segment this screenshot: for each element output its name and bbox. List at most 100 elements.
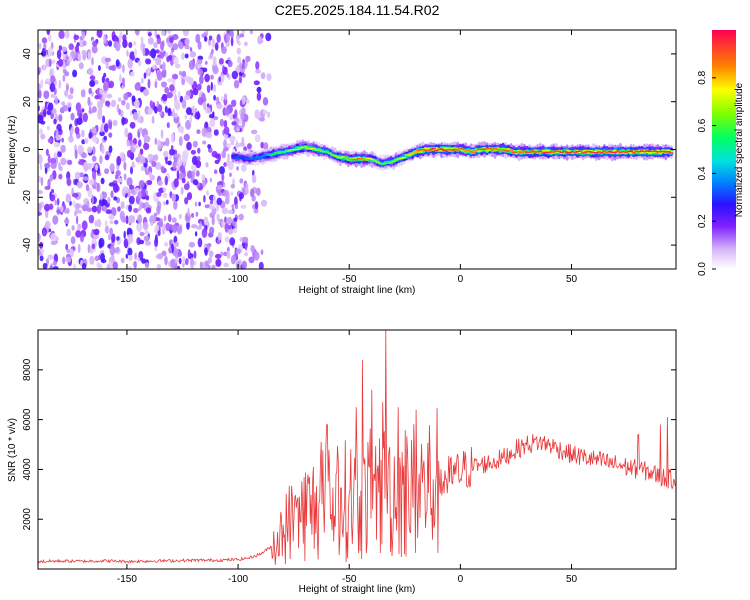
noise-speckle xyxy=(226,72,229,78)
ridge-cell xyxy=(287,150,292,152)
noise-speckle xyxy=(226,157,230,168)
noise-speckle xyxy=(254,109,260,119)
noise-speckle xyxy=(171,47,175,53)
noise-speckle xyxy=(105,209,112,215)
noise-speckle xyxy=(165,199,169,205)
noise-speckle xyxy=(139,231,145,237)
noise-speckle xyxy=(125,253,128,259)
noise-speckle xyxy=(50,189,55,194)
noise-speckle xyxy=(190,149,196,155)
ridge-cell xyxy=(316,149,322,151)
ridge-cell xyxy=(599,152,605,154)
noise-speckle xyxy=(224,236,230,243)
noise-speckle xyxy=(46,109,52,116)
noise-speckle xyxy=(75,102,82,113)
noise-speckle xyxy=(227,209,234,215)
noise-speckle xyxy=(142,47,146,57)
noise-speckle xyxy=(89,179,95,186)
colorbar-tick-label: 0.0 xyxy=(697,262,708,276)
noise-speckle xyxy=(49,174,54,182)
noise-speckle xyxy=(211,264,216,269)
snr-x-label: Height of straight line (km) xyxy=(299,584,416,595)
noise-speckle xyxy=(181,177,186,184)
noise-speckle xyxy=(173,56,179,65)
noise-speckle xyxy=(85,184,90,192)
noise-speckle xyxy=(255,61,260,70)
noise-speckle xyxy=(238,192,244,200)
noise-speckle xyxy=(177,250,183,257)
noise-speckle xyxy=(226,216,233,225)
noise-speckle xyxy=(160,41,164,51)
x-tick-label: 0 xyxy=(458,574,464,585)
noise-speckle xyxy=(39,255,44,262)
ridge-cell xyxy=(337,157,343,159)
noise-speckle xyxy=(171,193,177,202)
noise-speckle xyxy=(106,93,113,99)
noise-speckle xyxy=(242,236,249,244)
noise-speckle xyxy=(243,187,249,195)
noise-speckle xyxy=(145,195,150,201)
noise-speckle xyxy=(250,245,255,253)
noise-speckle xyxy=(203,101,207,111)
noise-speckle xyxy=(234,196,238,207)
noise-speckle xyxy=(80,89,86,98)
noise-speckle xyxy=(67,159,73,166)
noise-speckle xyxy=(38,89,42,99)
noise-speckle xyxy=(255,69,261,74)
noise-speckle xyxy=(161,81,167,88)
colorbar-tick-label: 0.6 xyxy=(697,118,708,132)
noise-speckle xyxy=(195,33,201,44)
ridge-cell xyxy=(434,149,439,152)
noise-speckle xyxy=(72,200,76,208)
noise-speckle xyxy=(84,138,89,144)
noise-speckle xyxy=(77,243,81,254)
noise-speckle xyxy=(154,30,157,38)
noise-speckle xyxy=(116,177,123,183)
noise-speckle xyxy=(133,112,139,121)
ridge-cell xyxy=(297,147,303,149)
noise-speckle xyxy=(147,78,151,89)
noise-speckle xyxy=(128,215,131,224)
noise-speckle xyxy=(60,144,66,153)
noise-speckle xyxy=(201,228,208,238)
noise-speckle xyxy=(87,51,92,58)
x-tick-label: -150 xyxy=(117,274,137,285)
noise-speckle xyxy=(62,256,66,265)
noise-speckle xyxy=(151,160,157,168)
noise-speckle xyxy=(104,220,108,227)
ridge-cell xyxy=(602,150,607,152)
noise-speckle xyxy=(260,141,265,149)
noise-speckle xyxy=(99,130,105,137)
spectrogram-y-ticks: -40 -20 0 20 40 xyxy=(22,48,676,252)
noise-speckle xyxy=(137,60,142,67)
noise-speckle xyxy=(105,77,110,84)
noise-speckle xyxy=(88,87,92,95)
noise-speckle xyxy=(91,243,96,250)
noise-speckle xyxy=(58,30,65,39)
noise-speckle xyxy=(191,164,196,171)
noise-speckle xyxy=(103,123,109,133)
ridge-cell xyxy=(460,148,466,151)
noise-speckle xyxy=(86,146,93,154)
noise-speckle xyxy=(76,181,83,189)
noise-speckle xyxy=(98,237,105,248)
ridge-cell xyxy=(324,151,330,154)
noise-speckle xyxy=(160,30,166,36)
noise-speckle xyxy=(159,218,164,228)
noise-speckle xyxy=(103,82,107,92)
noise-speckle xyxy=(130,71,135,77)
noise-speckle xyxy=(58,173,63,180)
noise-speckle xyxy=(91,162,95,167)
noise-speckle xyxy=(154,81,158,89)
noise-speckle xyxy=(124,127,129,138)
noise-speckle xyxy=(175,63,181,69)
noise-speckle xyxy=(170,132,175,143)
noise-speckle xyxy=(112,261,118,269)
noise-speckle xyxy=(50,157,57,165)
noise-speckle xyxy=(87,96,91,106)
ridge-cell xyxy=(388,161,394,164)
noise-speckle xyxy=(82,112,88,123)
noise-speckle xyxy=(74,149,78,159)
noise-speckle xyxy=(42,64,46,70)
noise-speckle xyxy=(183,133,190,142)
